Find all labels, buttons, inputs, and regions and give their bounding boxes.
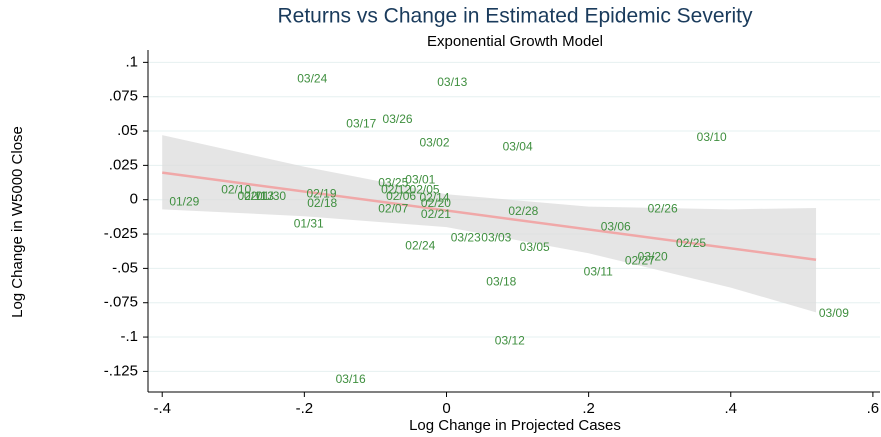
y-tick-label: -.1 xyxy=(120,328,138,345)
point-label: 01/29 xyxy=(169,195,199,209)
x-tick-label: .6 xyxy=(867,400,880,417)
point-label: 03/06 xyxy=(601,219,631,233)
point-label: 03/26 xyxy=(383,112,413,126)
point-label: 03/02 xyxy=(419,136,449,150)
x-tick-label: -.4 xyxy=(153,400,171,417)
x-tick-label: 0 xyxy=(442,400,450,417)
y-tick-label: .05 xyxy=(117,122,138,139)
y-tick-label: .1 xyxy=(125,53,138,70)
y-tick-label: -.025 xyxy=(104,225,138,242)
x-tick-label: .2 xyxy=(582,400,595,417)
point-label: 01/31 xyxy=(294,217,324,231)
point-label: 02/05 xyxy=(410,182,440,196)
point-label: 03/04 xyxy=(503,140,533,154)
y-tick-label: .075 xyxy=(109,88,138,105)
point-label: 02/28 xyxy=(508,204,538,218)
point-label: 03/23 xyxy=(451,230,481,244)
x-tick-label: .4 xyxy=(724,400,737,417)
point-label: 03/25 xyxy=(378,175,408,189)
point-label: 03/16 xyxy=(336,372,366,386)
y-axis-label: Log Change in W5000 Close xyxy=(9,126,26,318)
point-label: 03/11 xyxy=(584,265,613,279)
point-label: 02/25 xyxy=(676,236,706,250)
point-label: 02/13 xyxy=(244,189,274,203)
point-label: 03/09 xyxy=(819,306,849,320)
point-label: 02/11 xyxy=(238,189,267,203)
point-label: 03/17 xyxy=(346,116,376,130)
point-label: 03/12 xyxy=(495,333,525,347)
point-label: 02/18 xyxy=(307,196,337,210)
point-label: 02/26 xyxy=(648,201,678,215)
point-label: 03/18 xyxy=(486,274,516,288)
x-tick-label: -.2 xyxy=(296,400,314,417)
point-label: 02/10 xyxy=(221,182,251,196)
point-label: 02/27 xyxy=(625,254,655,268)
point-label: 03/01 xyxy=(405,173,435,187)
x-axis-label: Log Change in Projected Cases xyxy=(409,417,621,434)
y-tick-label: 0 xyxy=(130,191,138,208)
fit-line xyxy=(162,171,817,261)
y-tick-label: -.075 xyxy=(104,294,138,311)
confidence-band xyxy=(162,135,817,313)
point-label: 03/10 xyxy=(697,130,727,144)
point-label: 02/14 xyxy=(419,191,449,205)
point-label: 03/20 xyxy=(638,250,668,264)
point-label: 02/12 xyxy=(381,182,411,196)
y-tick-label: -.05 xyxy=(112,259,138,276)
y-tick-label: .025 xyxy=(109,156,138,173)
point-label: 03/24 xyxy=(297,72,327,86)
point-label: 03/13 xyxy=(437,75,467,89)
point-label: 02/07 xyxy=(378,201,408,215)
chart-title: Returns vs Change in Estimated Epidemic … xyxy=(277,5,753,28)
point-label: 02/06 xyxy=(386,189,416,203)
chart-subtitle: Exponential Growth Model xyxy=(427,33,603,50)
point-label: 03/03 xyxy=(481,230,511,244)
point-label: 02/24 xyxy=(405,239,435,253)
point-label: 02/21 xyxy=(421,207,451,221)
point-label: 01/30 xyxy=(256,189,286,203)
point-label: 02/19 xyxy=(306,186,336,200)
point-label: 03/05 xyxy=(520,240,550,254)
y-tick-label: -.125 xyxy=(104,362,138,379)
point-label: 02/20 xyxy=(421,196,451,210)
